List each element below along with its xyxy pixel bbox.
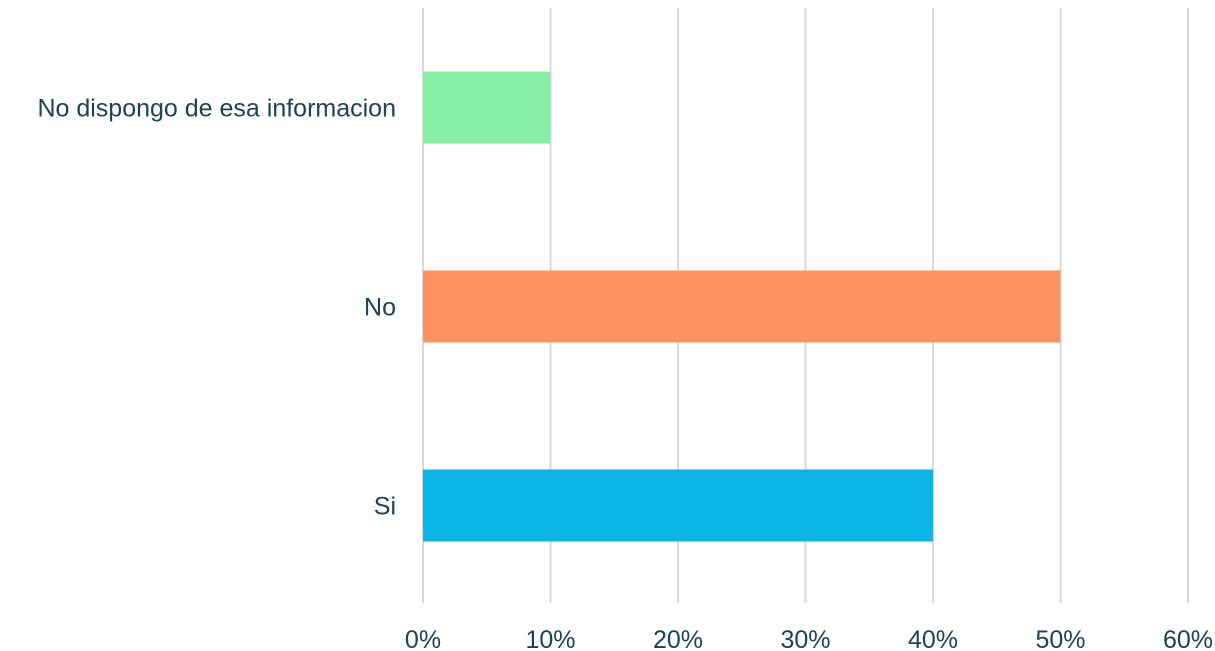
x-axis-tick-labels: 0% 10% 20% 30% 40% 50% 60% <box>405 626 1213 651</box>
category-label: No dispongo de esa informacion <box>37 95 396 123</box>
category-label: Si <box>374 493 396 521</box>
bars <box>423 71 1061 542</box>
x-tick-label: 20% <box>653 626 703 651</box>
x-tick-label: 10% <box>525 626 575 651</box>
x-tick-label: 30% <box>780 626 830 651</box>
x-tick-label: 50% <box>1035 626 1085 651</box>
x-tick-label: 0% <box>405 626 441 651</box>
x-tick-label: 40% <box>908 626 958 651</box>
bar <box>423 469 933 542</box>
category-labels: No dispongo de esa informacion No Si <box>37 95 396 521</box>
x-tick-label: 60% <box>1163 626 1213 651</box>
bar <box>423 270 1061 343</box>
category-label: No <box>364 294 396 322</box>
bar <box>423 71 551 144</box>
